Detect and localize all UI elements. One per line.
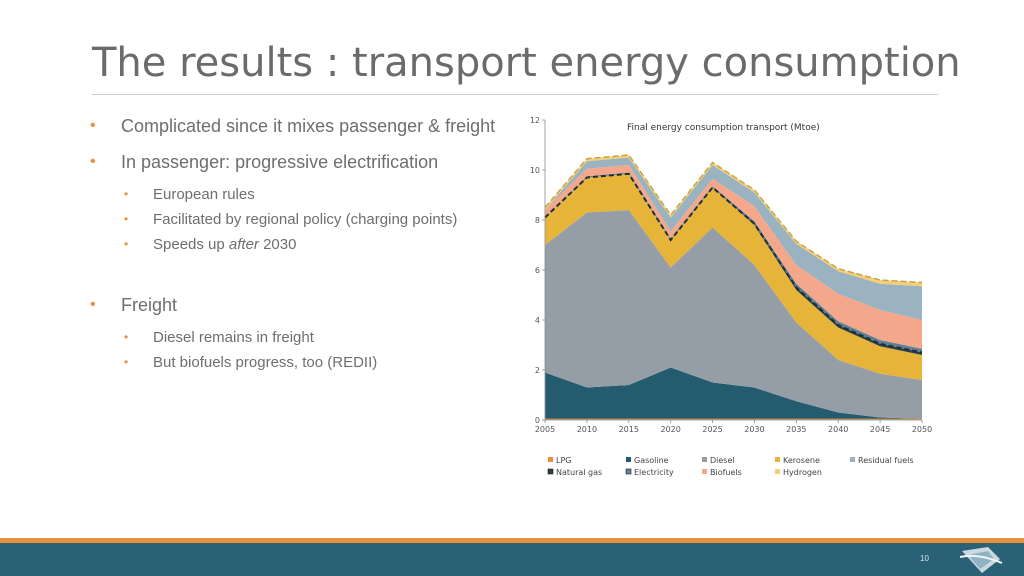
x-tick-label: 2025	[702, 425, 722, 434]
legend-item-kerosene: Kerosene	[775, 456, 820, 465]
legend-item-diesel: Diesel	[702, 456, 735, 465]
y-tick-label: 12	[530, 116, 540, 125]
legend-swatch	[702, 469, 707, 474]
y-tick-label: 4	[535, 316, 540, 325]
x-tick-label: 2010	[577, 425, 597, 434]
legend-label: Diesel	[710, 456, 735, 465]
legend-label: Electricity	[634, 468, 674, 477]
area-diesel	[545, 210, 922, 419]
footer-accent-stripe	[0, 538, 1024, 543]
area-kerosene	[545, 173, 922, 380]
x-tick-label: 2005	[535, 425, 555, 434]
y-tick-label: 8	[535, 216, 540, 225]
logo-icon	[959, 547, 1003, 573]
legend-label: Hydrogen	[783, 468, 822, 477]
legend-item-electricity: Electricity	[625, 468, 674, 477]
energy-consumption-chart: 0 2 4 6 8 10 12 2005 2010 2015 2020 2025 2030 2035 204…	[530, 116, 932, 477]
x-tick-label: 2050	[912, 425, 932, 434]
footer-bar	[0, 543, 1024, 576]
x-tick-label: 2040	[828, 425, 848, 434]
sub-bullet-text: European rules	[153, 186, 255, 203]
area-residual-fuels	[545, 157, 922, 320]
bullet-dot: •	[90, 153, 96, 170]
bullet-dot: •	[90, 296, 96, 313]
legend-item-biofuels: Biofuels	[702, 468, 742, 477]
legend-item-residual-fuels: Residual fuels	[850, 456, 914, 465]
sub-bullet-diesel: • Diesel remains in freight	[90, 325, 510, 350]
x-tick-label: 2020	[660, 425, 680, 434]
sub-bullet-dot: •	[124, 212, 129, 226]
page-number: 10	[920, 554, 929, 563]
chart-title: Final energy consumption transport (Mtoe…	[627, 123, 820, 133]
legend-label: Kerosene	[783, 456, 820, 465]
sub-bullet-dot: •	[124, 237, 129, 251]
legend-swatch	[626, 457, 631, 462]
legend-swatch	[702, 457, 707, 462]
sub-bullet-biofuels: • But biofuels progress, too (REDII)	[90, 350, 510, 375]
legend-item-lpg: LPG	[548, 456, 571, 465]
area-gasoline	[545, 367, 922, 419]
legend-label: Residual fuels	[858, 456, 914, 465]
legend-item-natural-gas: Natural gas	[547, 468, 602, 477]
bullet-dot: •	[90, 117, 96, 134]
bullet-passenger-text: In passenger: progressive electrificatio…	[121, 152, 439, 172]
x-tick-label: 2030	[744, 425, 764, 434]
sub-bullet-european-rules: • European rules	[90, 182, 510, 207]
legend-swatch	[775, 457, 780, 462]
y-tick-label: 10	[530, 166, 540, 175]
legend-item-hydrogen: Hydrogen	[775, 468, 822, 477]
sub-bullet-text: But biofuels progress, too (REDII)	[153, 354, 378, 371]
bullet-freight: • Freight	[90, 293, 510, 317]
title-divider	[92, 94, 938, 95]
sub-bullet-text-post: 2030	[258, 236, 297, 253]
x-tick-label: 2035	[786, 425, 806, 434]
natural-gas-dashed-line	[544, 172, 923, 354]
legend-label: Natural gas	[556, 468, 602, 477]
sub-bullet-text: Diesel remains in freight	[153, 329, 314, 346]
legend-swatch	[548, 457, 553, 462]
sub-bullet-speeds-up: • Speeds up after 2030	[90, 232, 510, 257]
slide-title: The results : transport energy consumpti…	[92, 40, 961, 86]
sub-bullet-text-pre: Speeds up	[153, 236, 229, 253]
legend-label: LPG	[556, 456, 571, 465]
y-tick-label: 0	[535, 416, 540, 425]
bullet-passenger: • In passenger: progressive electrificati…	[90, 150, 510, 174]
legend-swatch	[850, 457, 855, 462]
y-tick-label: 2	[535, 366, 540, 375]
legend-label: Biofuels	[710, 468, 742, 477]
sub-bullet-dot: •	[124, 355, 129, 369]
area-biofuels	[545, 165, 922, 349]
legend-swatch	[547, 468, 554, 475]
sub-bullet-dot: •	[124, 187, 129, 201]
legend-swatch	[625, 468, 632, 475]
legend-label: Gasoline	[634, 456, 669, 465]
bullet-mix-text: Complicated since it mixes passenger & f…	[121, 116, 496, 136]
bullet-freight-text: Freight	[121, 295, 178, 315]
sub-bullet-text-emphasis: after	[228, 236, 259, 253]
bullet-list: • Complicated since it mixes passenger & …	[90, 114, 510, 375]
sub-bullet-text: Facilitated by regional policy (charging…	[153, 211, 458, 228]
sub-bullet-dot: •	[124, 330, 129, 344]
legend-item-gasoline: Gasoline	[626, 456, 669, 465]
hydrogen-dashed-outline	[544, 154, 923, 284]
sub-bullet-regional-policy: • Facilitated by regional policy (chargin…	[90, 207, 510, 232]
y-tick-label: 6	[535, 266, 540, 275]
legend-swatch	[775, 469, 780, 474]
x-tick-label: 2015	[619, 425, 639, 434]
x-tick-label: 2045	[870, 425, 890, 434]
bullet-mix: • Complicated since it mixes passenger & …	[90, 114, 510, 138]
